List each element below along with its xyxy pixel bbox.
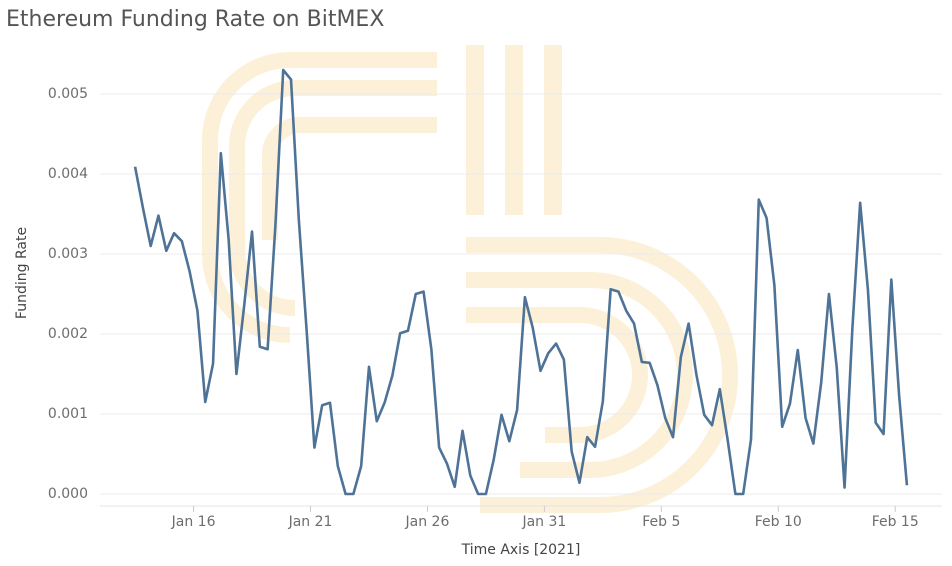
x-tick-label: Jan 26 <box>405 514 450 530</box>
x-axis-label: Time Axis [2021] <box>461 542 581 558</box>
y-tick-label: 0.001 <box>48 406 88 422</box>
x-tick-label: Jan 16 <box>171 514 216 530</box>
x-tick-label: Feb 10 <box>755 514 802 530</box>
data-line <box>133 68 909 496</box>
x-tick-label: Jan 21 <box>288 514 333 530</box>
x-tick-label: Feb 5 <box>642 514 680 530</box>
x-tick-label: Jan 31 <box>521 514 566 530</box>
y-tick-label: 0.004 <box>48 166 88 182</box>
chart-title: Ethereum Funding Rate on BitMEX <box>6 7 384 32</box>
y-tick-label: 0.003 <box>48 246 88 262</box>
y-tick-label: 0.000 <box>48 486 88 502</box>
x-tick-label: Feb 15 <box>872 514 919 530</box>
y-axis-label: Funding Rate <box>14 227 30 319</box>
y-tick-label: 0.005 <box>48 86 88 102</box>
watermark <box>202 45 738 513</box>
y-tick-label: 0.002 <box>48 326 88 342</box>
